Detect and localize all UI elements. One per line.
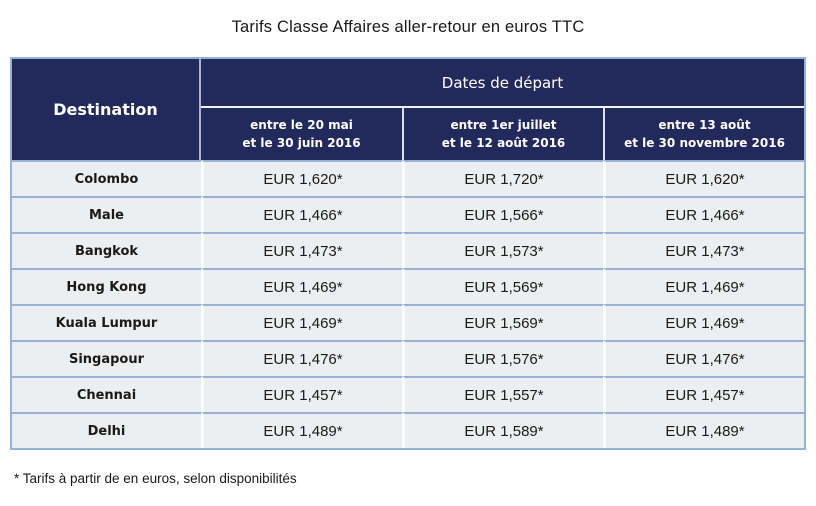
price-cell: EUR 1,720*	[402, 160, 603, 196]
price-cell: EUR 1,469*	[201, 304, 402, 340]
page: Tarifs Classe Affaires aller-retour en e…	[0, 16, 816, 506]
period-header-3: entre 13 août et le 30 novembre 2016	[603, 108, 804, 160]
destination-cell: Chennai	[12, 376, 201, 412]
price-cell: EUR 1,457*	[201, 376, 402, 412]
destination-cell: Male	[12, 196, 201, 232]
price-cell: EUR 1,473*	[603, 232, 804, 268]
price-cell: EUR 1,466*	[603, 196, 804, 232]
destination-cell: Hong Kong	[12, 268, 201, 304]
price-cell: EUR 1,573*	[402, 232, 603, 268]
period-header-line: entre le 20 mai	[250, 118, 353, 132]
price-cell: EUR 1,469*	[603, 268, 804, 304]
fare-table: Destination Dates de départ entre le 20 …	[10, 57, 806, 450]
period-header-line: entre 13 août	[658, 118, 751, 132]
footnote: * Tarifs à partir de en euros, selon dis…	[14, 471, 297, 486]
period-header-line: et le 30 novembre 2016	[624, 136, 785, 150]
period-header-2: entre 1er juillet et le 12 août 2016	[402, 108, 603, 160]
price-cell: EUR 1,620*	[603, 160, 804, 196]
price-cell: EUR 1,569*	[402, 304, 603, 340]
price-cell: EUR 1,589*	[402, 412, 603, 448]
price-cell: EUR 1,489*	[603, 412, 804, 448]
price-cell: EUR 1,476*	[201, 340, 402, 376]
price-cell: EUR 1,620*	[201, 160, 402, 196]
price-cell: EUR 1,569*	[402, 268, 603, 304]
price-cell: EUR 1,566*	[402, 196, 603, 232]
price-cell: EUR 1,457*	[603, 376, 804, 412]
destination-cell: Singapour	[12, 340, 201, 376]
price-cell: EUR 1,473*	[201, 232, 402, 268]
price-cell: EUR 1,489*	[201, 412, 402, 448]
destination-cell: Bangkok	[12, 232, 201, 268]
period-header-line: entre 1er juillet	[450, 118, 557, 132]
period-header-line: et le 12 août 2016	[441, 136, 566, 150]
destination-column-header: Destination	[12, 59, 201, 160]
price-cell: EUR 1,557*	[402, 376, 603, 412]
price-cell: EUR 1,469*	[201, 268, 402, 304]
destination-cell: Delhi	[12, 412, 201, 448]
price-cell: EUR 1,476*	[603, 340, 804, 376]
price-cell: EUR 1,576*	[402, 340, 603, 376]
price-cell: EUR 1,469*	[603, 304, 804, 340]
period-header-1: entre le 20 mai et le 30 juin 2016	[201, 108, 402, 160]
price-cell: EUR 1,466*	[201, 196, 402, 232]
dates-group-header: Dates de départ	[201, 59, 804, 108]
destination-cell: Kuala Lumpur	[12, 304, 201, 340]
destination-cell: Colombo	[12, 160, 201, 196]
period-header-line: et le 30 juin 2016	[242, 136, 361, 150]
page-title: Tarifs Classe Affaires aller-retour en e…	[231, 18, 585, 36]
